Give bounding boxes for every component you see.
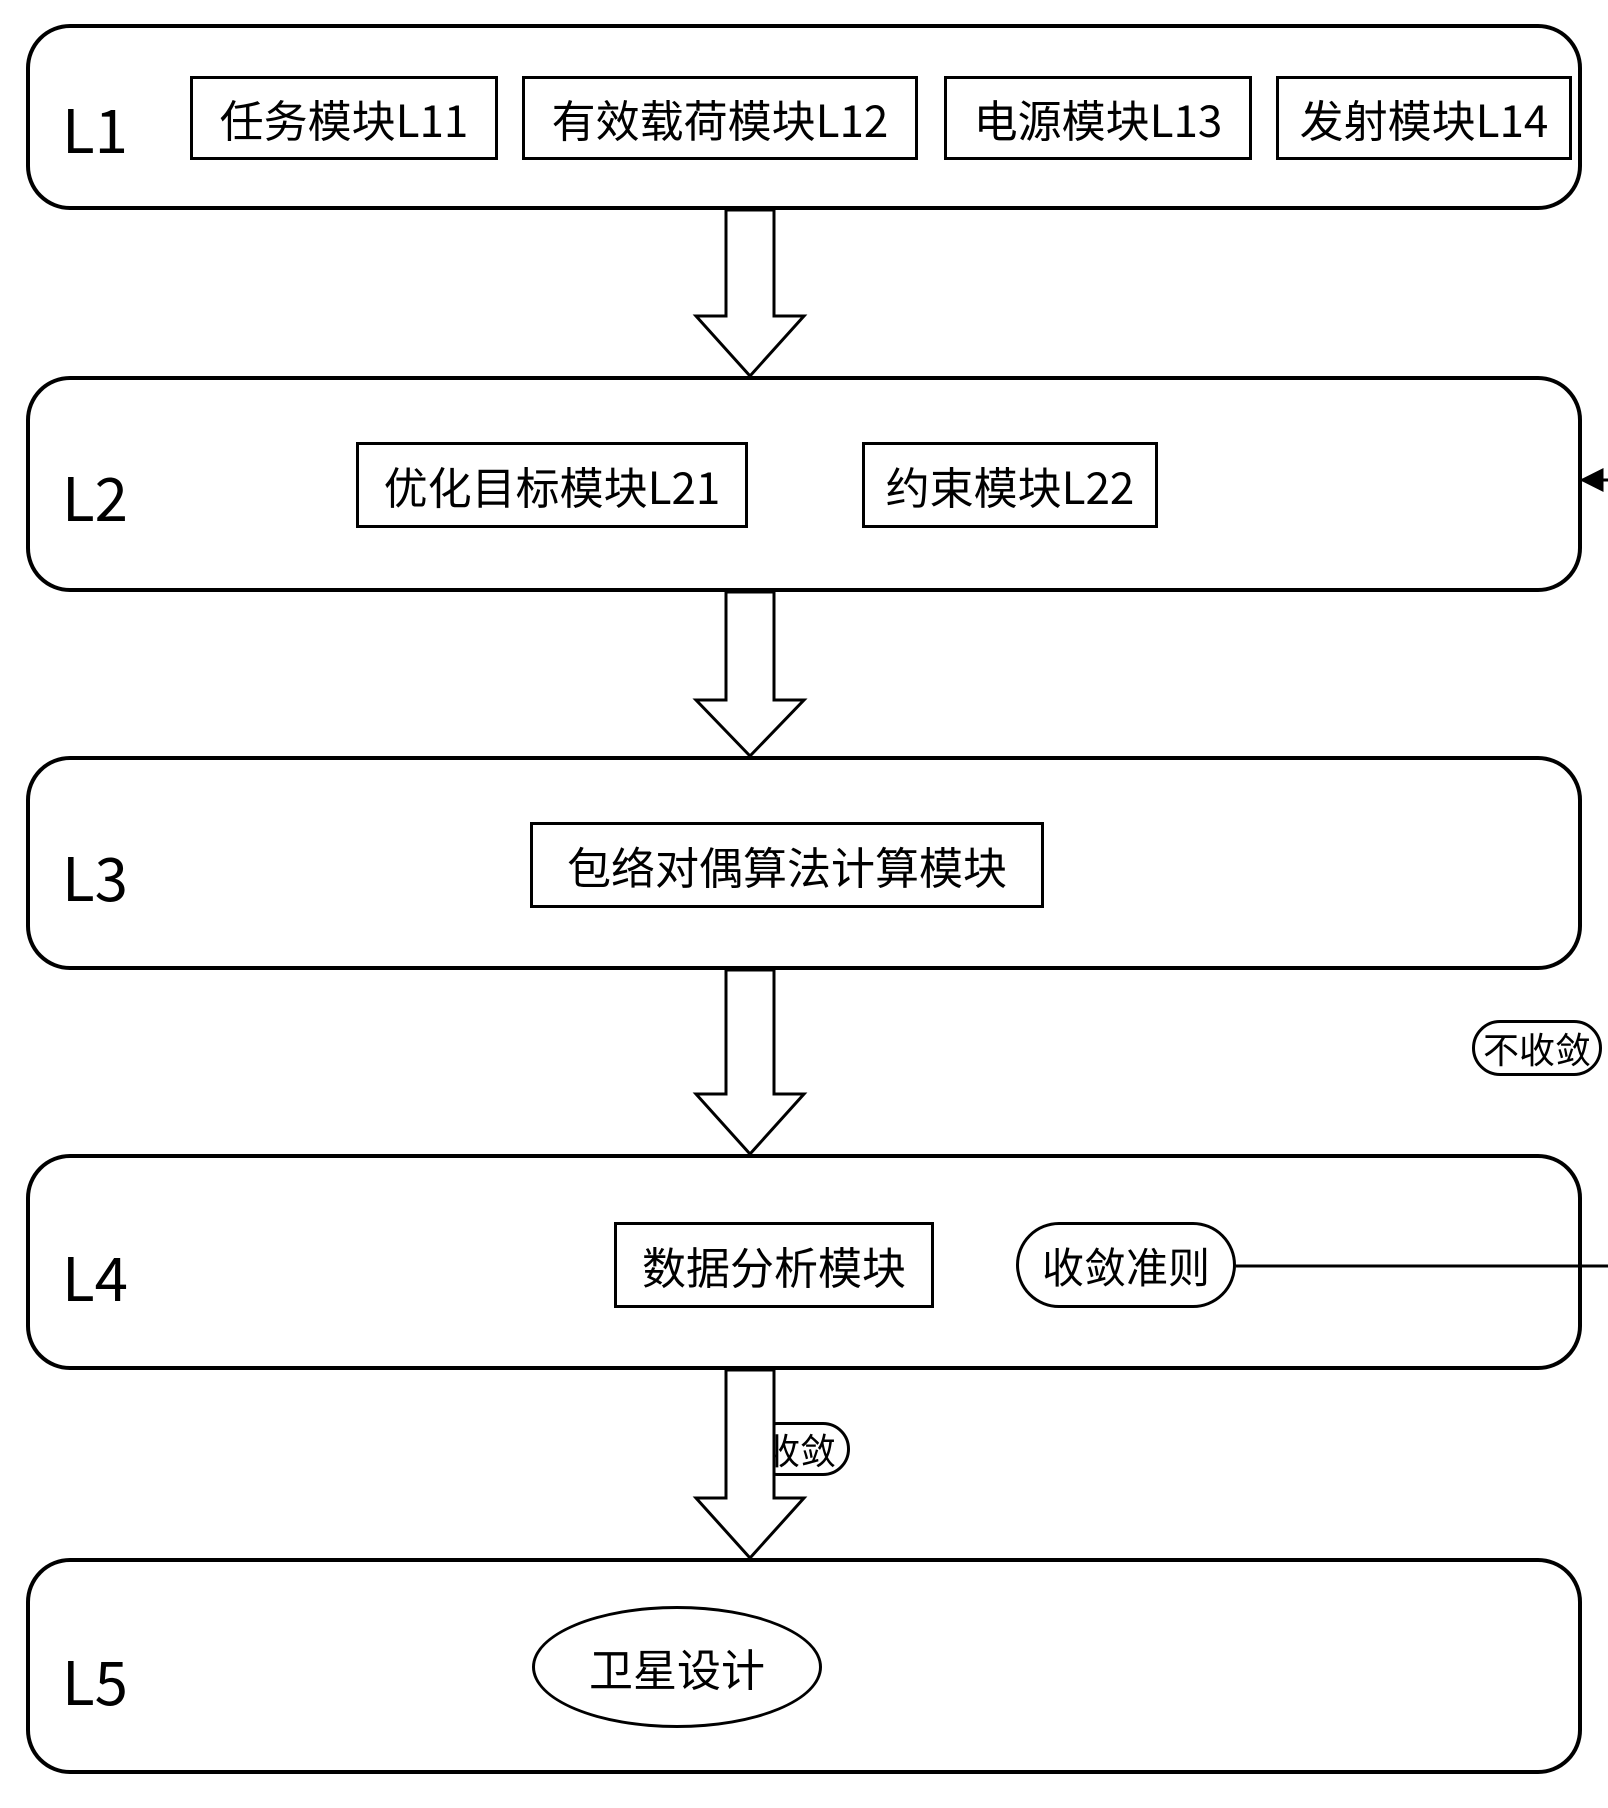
module-envelope-dual-algorithm: 包络对偶算法计算模块	[530, 822, 1044, 908]
pill-not-converge: 不收敛	[1472, 1020, 1602, 1076]
module-payload-L12: 有效载荷模块L12	[522, 76, 918, 160]
ellipse-satellite-design: 卫星设计	[532, 1606, 822, 1728]
module-launch-L14: 发射模块L14	[1276, 76, 1572, 160]
module-objective-L21: 优化目标模块L21	[356, 442, 748, 528]
module-constraint-L22: 约束模块L22	[862, 442, 1158, 528]
module-power-L13: 电源模块L13	[944, 76, 1252, 160]
module-task-L11: 任务模块L11	[190, 76, 498, 160]
level-label-L1: L1	[62, 84, 128, 171]
flowchart-canvas: L1 L2 L3 L4 L5 任务模块L11 有效载荷模块L12 电源模块L13…	[0, 0, 1608, 1808]
pill-convergence-criterion: 收敛准则	[1016, 1222, 1236, 1308]
level-label-L2: L2	[62, 452, 128, 539]
pill-converge: 收敛	[750, 1422, 850, 1476]
level-box-L2	[26, 376, 1582, 592]
level-label-L4: L4	[62, 1232, 128, 1319]
module-data-analysis: 数据分析模块	[614, 1222, 934, 1308]
level-label-L5: L5	[62, 1636, 128, 1723]
level-label-L3: L3	[62, 832, 128, 919]
